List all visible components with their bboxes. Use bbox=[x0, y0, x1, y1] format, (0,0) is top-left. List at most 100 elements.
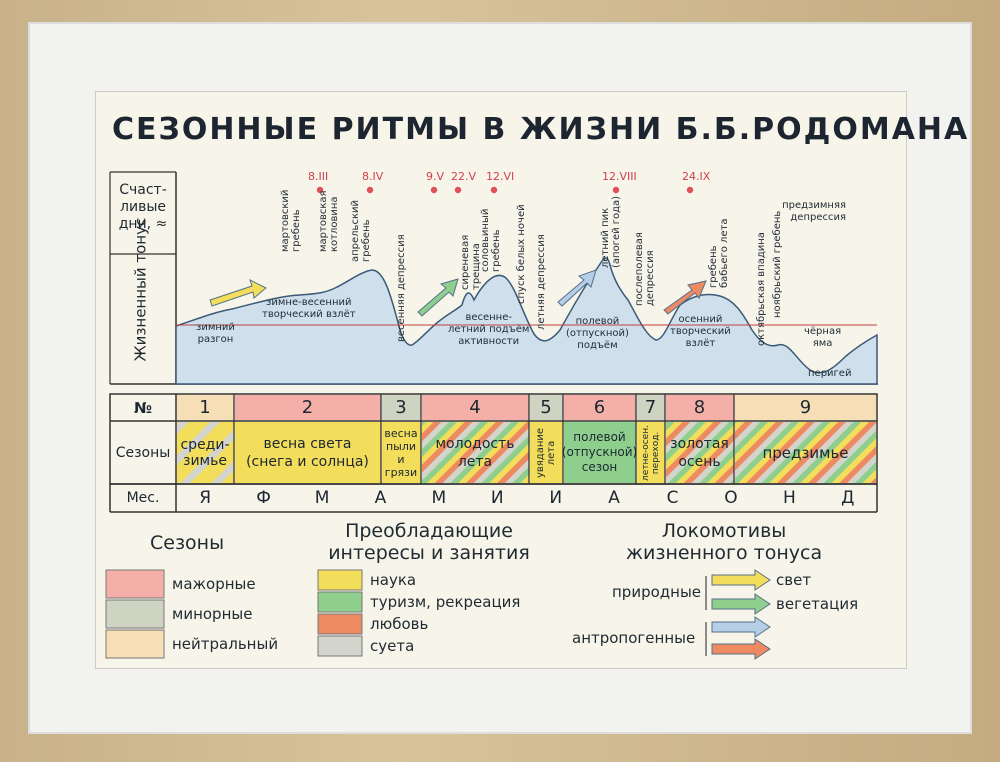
legend-love: любовь bbox=[370, 615, 429, 633]
season-name: полевой (отпускной) сезон bbox=[561, 430, 638, 474]
season-number: 6 bbox=[593, 396, 606, 418]
field-rise-label: полевой (отпускной) подъём bbox=[566, 316, 629, 351]
legend-seasons-title: Сезоны bbox=[150, 532, 225, 554]
bustle-swatch bbox=[317, 635, 363, 657]
season-name: молодость лета bbox=[435, 435, 515, 470]
season-number: 9 bbox=[799, 396, 812, 418]
happy-days-label: Счаст- ливые дни, ≈ bbox=[118, 182, 168, 232]
month-cell: А bbox=[374, 488, 387, 508]
legend-tourism: туризм, рекреация bbox=[370, 593, 521, 611]
legend-anthropogenic: антропогенные bbox=[572, 629, 696, 647]
season-name: весна света (снега и солнца) bbox=[246, 435, 369, 470]
date-label: 12.VI bbox=[486, 170, 515, 183]
date-label: 12.VIII bbox=[602, 170, 637, 183]
winter-spring-label: зимне-весенний творческий взлёт bbox=[262, 297, 356, 320]
date-label: 8.III bbox=[308, 170, 329, 183]
march-crest-label: мартовский гребень bbox=[280, 189, 302, 252]
happy-day-dot bbox=[454, 186, 462, 194]
season-number: 5 bbox=[540, 396, 552, 418]
legend-vegetation: вегетация bbox=[776, 595, 859, 613]
light-arrow-2 bbox=[557, 269, 597, 307]
happy-day-dot bbox=[430, 186, 438, 194]
spring-summer-rise-label: весенне-летний подъём активности bbox=[448, 312, 530, 347]
indian-summer-crest-label: гребень бабьего лета bbox=[708, 218, 730, 288]
month-cell: А bbox=[608, 488, 620, 508]
vegetation-arrow-1 bbox=[417, 278, 459, 317]
perigee-label: перигей bbox=[808, 368, 852, 379]
anthropogenic-arrow-2 bbox=[711, 638, 771, 660]
poster-title: СЕЗОННЫЕ РИТМЫ В ЖИЗНИ Б.Б.РОДОМАНА bbox=[112, 112, 970, 147]
autumn-rise-label: осенний творческий взлёт bbox=[670, 314, 731, 349]
date-label: 9.V bbox=[426, 170, 445, 183]
month-cell: Я bbox=[199, 488, 212, 508]
happy-day-dot bbox=[686, 186, 694, 194]
love-arrow-1 bbox=[663, 280, 707, 315]
legend-neutral: нейтральный bbox=[172, 635, 279, 653]
row-label-seasons: Сезоны bbox=[115, 444, 171, 461]
prewinter-depression-label: предзимняя депрессия bbox=[782, 200, 846, 223]
white-nights-label: спуск белых ночей bbox=[516, 204, 527, 304]
happy-day-dot bbox=[316, 186, 324, 194]
summer-peak-label: летний пик (апогей года) bbox=[600, 195, 622, 268]
light-arrow-1 bbox=[209, 279, 267, 307]
season-table bbox=[109, 393, 878, 513]
month-cell: Н bbox=[782, 488, 796, 508]
black-pit-label: чёрная яма bbox=[804, 326, 842, 349]
life-tone-area bbox=[175, 257, 878, 385]
legend-major: мажорные bbox=[172, 575, 256, 593]
date-label: 8.IV bbox=[362, 170, 384, 183]
major-swatch bbox=[105, 569, 165, 599]
happy-day-dot bbox=[612, 186, 620, 194]
march-hollow-label: мартовская котловина bbox=[318, 190, 340, 252]
season-name: предзимье bbox=[762, 443, 849, 462]
legend-science: наука bbox=[370, 571, 417, 589]
tourism-swatch bbox=[317, 591, 363, 613]
happy-day-dots bbox=[316, 186, 694, 194]
season-number: 1 bbox=[199, 396, 211, 418]
season-name: среди-зимье bbox=[180, 436, 230, 469]
light-arrow-legend bbox=[711, 569, 771, 591]
legend-light: свет bbox=[776, 571, 812, 589]
month-cell: Д bbox=[841, 488, 855, 508]
season-name: золотая осень bbox=[670, 435, 729, 470]
season-name: весна пыли и грязи bbox=[384, 426, 418, 479]
post-field-depression-label: послеполевая депрессия bbox=[634, 232, 656, 306]
legend-natural: природные bbox=[612, 583, 702, 601]
legend-locomotives-title: Локомотивы жизненного тонуса bbox=[625, 520, 823, 564]
neutral-swatch bbox=[105, 629, 165, 659]
season-number: 4 bbox=[469, 396, 481, 418]
season-number: 2 bbox=[301, 396, 314, 418]
season-number: 7 bbox=[644, 396, 657, 418]
spring-depression-label: весенняя депрессия bbox=[396, 234, 407, 342]
month-cell: Ф bbox=[256, 488, 271, 508]
happy-day-dot bbox=[490, 186, 498, 194]
season-number: 3 bbox=[395, 396, 407, 418]
lilac-crack-label: сиреневая трещина bbox=[460, 234, 482, 290]
season-name: увядание лета bbox=[535, 427, 557, 478]
vegetation-arrow-legend bbox=[711, 593, 771, 615]
october-hollow-label: октябрьская впадина bbox=[756, 232, 767, 346]
month-cell: И bbox=[490, 488, 504, 508]
month-cell: М bbox=[314, 488, 330, 508]
nightingale-crest-label: соловьиный гребень bbox=[480, 208, 502, 272]
legend-minor: минорные bbox=[172, 605, 253, 623]
row-label-number: № bbox=[133, 398, 153, 417]
legend-bustle: суета bbox=[370, 637, 415, 655]
date-label: 24.IX bbox=[682, 170, 711, 183]
date-label: 22.V bbox=[451, 170, 477, 183]
season-number: 8 bbox=[693, 396, 706, 418]
happy-day-dot bbox=[366, 186, 374, 194]
month-cell: М bbox=[431, 488, 447, 508]
season-name: летне-осен. переход. bbox=[640, 424, 661, 481]
love-swatch bbox=[317, 613, 363, 635]
month-cell: И bbox=[549, 488, 563, 508]
minor-swatch bbox=[105, 599, 165, 629]
summer-depression-label: летняя депрессия bbox=[536, 234, 547, 330]
row-label-months: Мес. bbox=[126, 490, 160, 506]
life-tone-label: Жизненный тонус bbox=[131, 217, 150, 362]
month-cell: О bbox=[724, 488, 738, 508]
legend-interests-title: Преобладающие интересы и занятия bbox=[328, 520, 530, 564]
april-crest-label: апрельский гребень bbox=[350, 200, 372, 262]
winter-start-label: зимний разгон bbox=[196, 322, 235, 345]
